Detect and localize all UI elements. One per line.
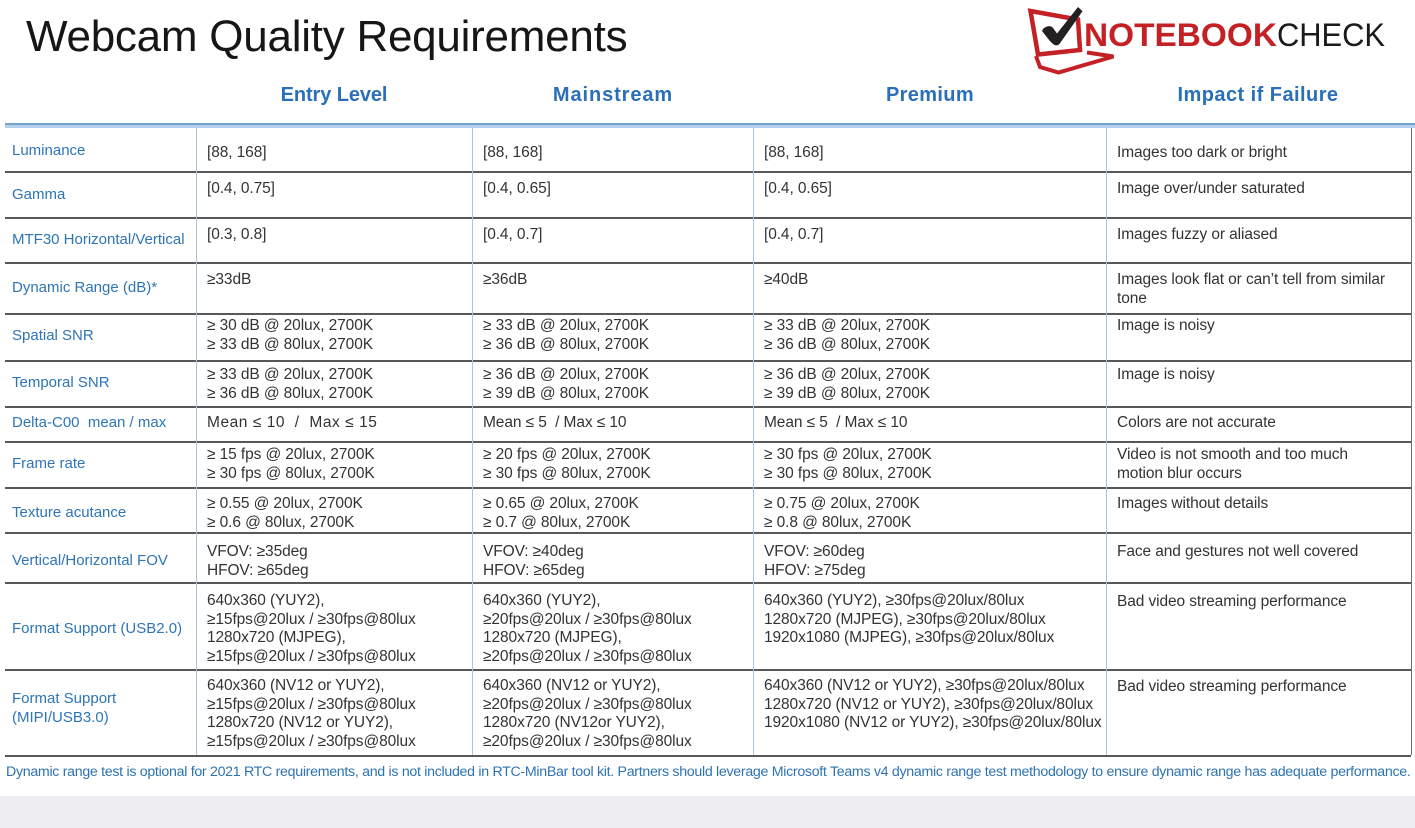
svg-text:NOTEBOOK: NOTEBOOK	[1084, 17, 1277, 53]
svg-text:CHECK: CHECK	[1277, 17, 1385, 53]
